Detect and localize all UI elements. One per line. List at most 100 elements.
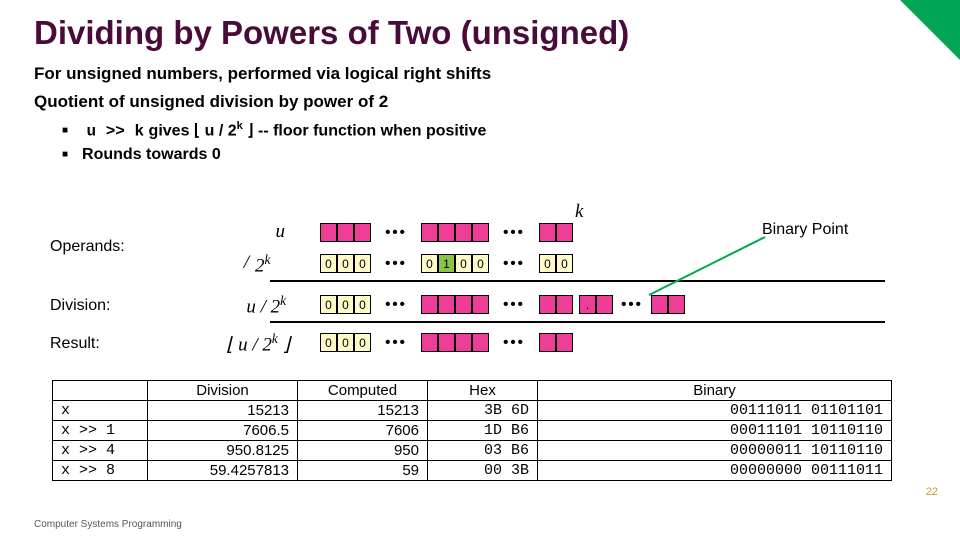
cell: 0	[320, 254, 337, 273]
cell-div: 15213	[148, 401, 298, 421]
bitrow-u: ••• •••	[320, 223, 573, 242]
cell-expr: x >> 8	[53, 461, 148, 481]
cell: 0	[455, 254, 472, 273]
cell	[438, 223, 455, 242]
cell	[421, 333, 438, 352]
bullet-1: u >> k gives ⌊ u / 2k ⌋ -- floor functio…	[62, 120, 926, 140]
cell-div: 950.8125	[148, 441, 298, 461]
k-label: k	[575, 201, 583, 223]
expr-2k: 2k	[255, 252, 285, 277]
twok-sup: k	[265, 252, 271, 267]
bullet-list: u >> k gives ⌊ u / 2k ⌋ -- floor functio…	[62, 120, 926, 164]
bitrow-div: 0 0 0 ••• ••• . •••	[320, 295, 685, 314]
expr-floor: ⌊ u / 2k ⌋	[190, 331, 290, 356]
table-row: x 15213 15213 3B 6D 00111011 01101101	[53, 401, 892, 421]
cell-expr: x	[53, 401, 148, 421]
bullet-2: Rounds towards 0	[62, 146, 926, 164]
cell-comp: 59	[298, 461, 428, 481]
cell-expr: x >> 4	[53, 441, 148, 461]
binary-point-arrow	[645, 233, 775, 303]
cell	[556, 223, 573, 242]
example-table: Division Computed Hex Binary x 15213 152…	[52, 380, 892, 481]
cell: 0	[539, 254, 556, 273]
cell	[472, 295, 489, 314]
hr-2	[270, 321, 885, 323]
cell	[455, 223, 472, 242]
cell: 0	[421, 254, 438, 273]
label-division: Division:	[50, 297, 110, 315]
cell	[337, 223, 354, 242]
cell-hex: 03 B6	[428, 441, 538, 461]
cell-bin: 00000011 10110110	[538, 441, 892, 461]
cell	[596, 295, 613, 314]
cell: .	[579, 295, 596, 314]
th-hex: Hex	[428, 381, 538, 401]
twok-base: 2	[255, 255, 265, 276]
cell: 0	[337, 333, 354, 352]
dots: •••	[371, 224, 421, 241]
cell	[651, 295, 668, 314]
dots: •••	[371, 296, 421, 313]
cell	[556, 333, 573, 352]
cell	[472, 333, 489, 352]
hr-1	[270, 280, 885, 282]
cell: 0	[320, 295, 337, 314]
cell	[438, 295, 455, 314]
dots: •••	[489, 296, 539, 313]
cell: 0	[337, 295, 354, 314]
th-expr	[53, 381, 148, 401]
cell	[421, 223, 438, 242]
cell	[539, 223, 556, 242]
cell-comp: 15213	[298, 401, 428, 421]
cell: 0	[337, 254, 354, 273]
bitrow-result: 0 0 0 ••• •••	[320, 333, 573, 352]
cell-comp: 7606	[298, 421, 428, 441]
cell-hex: 3B 6D	[428, 401, 538, 421]
bullet-1-floor: ⌊ u / 2	[194, 122, 237, 139]
bullet-1-post: ⌋ -- floor function when positive	[243, 122, 487, 139]
expr-div: u / 2k	[210, 293, 286, 318]
intro-line-2: Quotient of unsigned division by power o…	[34, 92, 926, 112]
corner-accent	[900, 0, 960, 60]
slide-content: Dividing by Powers of Two (unsigned) For…	[0, 0, 960, 164]
cell-div: 7606.5	[148, 421, 298, 441]
dots: •••	[613, 296, 651, 313]
cell	[455, 295, 472, 314]
cell-hex: 1D B6	[428, 421, 538, 441]
intro-line-1: For unsigned numbers, performed via logi…	[34, 64, 926, 84]
cell	[668, 295, 685, 314]
dots: •••	[489, 224, 539, 241]
bit-diagram: k Operands: Division: Result: u ••• ••• …	[50, 205, 910, 370]
cell-expr: x >> 1	[53, 421, 148, 441]
cell-bin: 00000000 00111011	[538, 461, 892, 481]
footer-text: Computer Systems Programming	[34, 519, 182, 530]
u-over-sup: k	[280, 293, 286, 308]
cell: 0	[472, 254, 489, 273]
page-number: 22	[926, 486, 938, 498]
expr-slash: /	[225, 252, 249, 274]
cell	[472, 223, 489, 242]
example-table-wrap: Division Computed Hex Binary x 15213 152…	[52, 380, 892, 481]
cell-comp: 950	[298, 441, 428, 461]
cell	[320, 223, 337, 242]
expr-u: u	[245, 221, 285, 243]
dots: •••	[489, 255, 539, 272]
table-header-row: Division Computed Hex Binary	[53, 381, 892, 401]
th-division: Division	[148, 381, 298, 401]
floor-open: ⌊ u / 2	[226, 334, 272, 355]
cell-div: 59.4257813	[148, 461, 298, 481]
bullet-1-code: u >> k	[87, 122, 145, 140]
label-result: Result:	[50, 335, 100, 353]
table-row: x >> 8 59.4257813 59 00 3B 00000000 0011…	[53, 461, 892, 481]
cell: 0	[354, 254, 371, 273]
table-row: x >> 1 7606.5 7606 1D B6 00011101 101101…	[53, 421, 892, 441]
cell-bin: 00111011 01101101	[538, 401, 892, 421]
u-over: u / 2	[246, 296, 280, 317]
cell-bin: 00011101 10110110	[538, 421, 892, 441]
cell	[421, 295, 438, 314]
dots: •••	[371, 255, 421, 272]
floor-close: ⌋	[278, 334, 290, 355]
slide-title: Dividing by Powers of Two (unsigned)	[34, 14, 926, 52]
cell: 1	[438, 254, 455, 273]
bitrow-2k: 0 0 0 ••• 0 1 0 0 ••• 0 0	[320, 254, 573, 273]
